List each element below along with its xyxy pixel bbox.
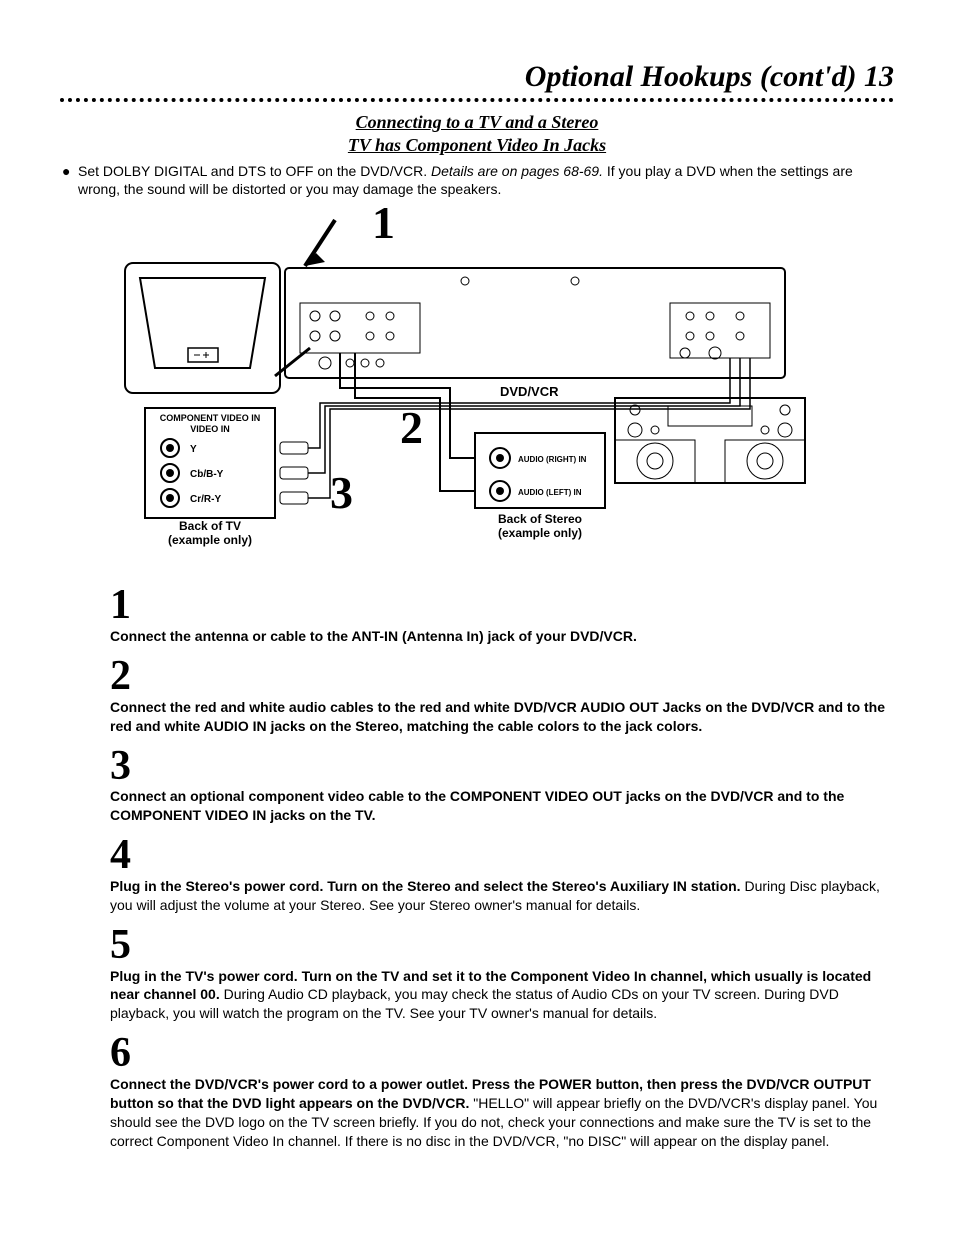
hookup-diagram: 1 DVD/VCR COMPONENT V [110,208,830,558]
svg-text:VIDEO IN: VIDEO IN [190,424,230,434]
diagram-label-audio-l: AUDIO (LEFT) IN [518,488,582,497]
step-number: 1 [110,587,894,625]
step-bold-text: Plug in the Stereo's power cord. Turn on… [110,878,741,894]
step-body: Plug in the Stereo's power cord. Turn on… [110,877,894,915]
instruction-step: 5Plug in the TV's power cord. Turn on th… [110,927,894,1023]
diagram-label-dvdvcr: DVD/VCR [500,384,559,399]
step-number: 2 [110,658,894,696]
subtitle-1: Connecting to a TV and a Stereo [60,112,894,133]
instruction-step: 1 Connect the antenna or cable to the ANT… [110,587,894,646]
step-bold-text: Connect an optional component video cabl… [110,788,844,823]
step-number: 6 [110,1035,894,1073]
diagram-label-back-tv: Back of TV [179,519,241,533]
diagram-label-back-tv-sub: (example only) [168,533,252,547]
instruction-step: 3Connect an optional component video cab… [110,748,894,826]
step-number: 3 [110,748,894,786]
diagram-label-back-stereo-sub: (example only) [498,526,582,540]
step-plain-text: During Audio CD playback, you may check … [110,986,839,1021]
intro-paragraph: Set DOLBY DIGITAL and DTS to OFF on the … [60,162,894,198]
diagram-num-1: 1 [372,208,395,248]
dotted-divider [60,98,894,102]
instruction-step: 4 Plug in the Stereo's power cord. Turn o… [110,837,894,915]
diagram-label-back-stereo: Back of Stereo [498,512,582,526]
step-bold-text: Connect the red and white audio cables t… [110,699,885,734]
subtitle-2: TV has Component Video In Jacks [60,135,894,156]
diagram-label-audio-r: AUDIO (RIGHT) IN [518,455,587,464]
intro-italic: Details are on pages 68-69. [427,163,603,179]
diagram-label-cr: Cr/R-Y [190,494,221,505]
instruction-step: 2Connect the red and white audio cables … [110,658,894,736]
step-body: Plug in the TV's power cord. Turn on the… [110,967,894,1024]
page-header: Optional Hookups (cont'd) 13 [60,60,894,94]
diagram-label-cb: Cb/B-Y [190,469,224,480]
step-body: Connect an optional component video cabl… [110,787,894,825]
step-bold-text: Connect the antenna or cable to the ANT-… [110,628,637,644]
diagram-num-3: 3 [330,467,353,518]
step-number: 5 [110,927,894,965]
step-body: Connect the red and white audio cables t… [110,698,894,736]
instruction-step: 6Connect the DVD/VCR's power cord to a p… [110,1035,894,1150]
diagram-label-component: COMPONENT VIDEO IN [160,413,261,423]
step-body: Connect the antenna or cable to the ANT-… [110,627,894,646]
step-body: Connect the DVD/VCR's power cord to a po… [110,1075,894,1151]
intro-bold: Set DOLBY DIGITAL and DTS to OFF on the … [78,163,427,179]
step-number: 4 [110,837,894,875]
diagram-label-y: Y [190,444,197,455]
